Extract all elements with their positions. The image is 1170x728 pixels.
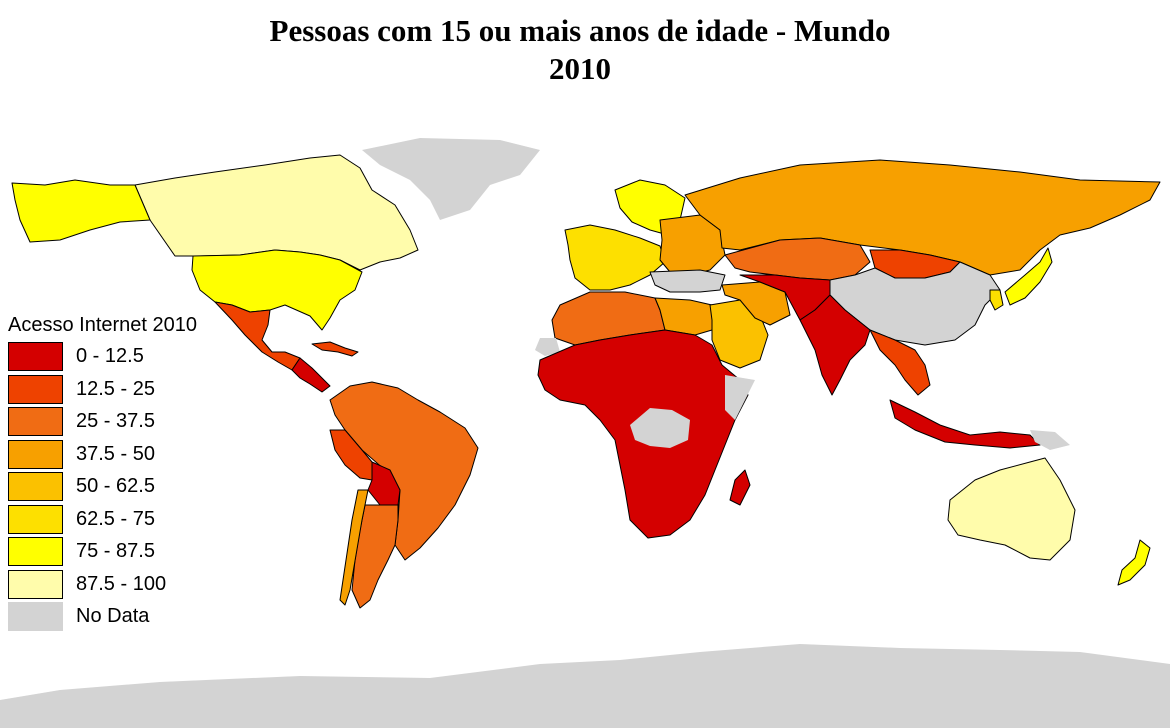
legend-label: 12.5 - 25 — [76, 377, 155, 400]
region-south-america-north — [329, 381, 479, 561]
legend-label: 25 - 37.5 — [76, 410, 155, 432]
legend-item: No Data — [8, 602, 238, 635]
region-mexico — [214, 301, 301, 371]
legend-label: No Data — [76, 605, 150, 627]
region-japan — [1004, 247, 1053, 306]
legend-item: 12.5 - 25 — [8, 374, 238, 408]
legend-swatch — [8, 472, 63, 501]
map-title-line2: 2010 — [549, 51, 611, 86]
legend-swatch — [8, 537, 63, 566]
region-western-europe — [564, 224, 666, 291]
region-alaska — [11, 179, 151, 243]
legend-item: 25 - 37.5 — [8, 407, 238, 440]
legend-swatch — [8, 374, 63, 404]
region-central-america — [291, 357, 331, 393]
legend-label: 87.5 - 100 — [76, 572, 167, 595]
region-chile — [339, 489, 369, 606]
region-australia — [947, 457, 1076, 561]
map-title-line1: Pessoas com 15 ou mais anos de idade - M… — [269, 13, 891, 48]
legend-item: 0 - 12.5 — [8, 342, 238, 375]
legend-label: 0 - 12.5 — [76, 345, 144, 367]
region-western-sahara — [535, 338, 560, 356]
region-caribbean — [311, 341, 359, 357]
region-southeast-asia — [869, 329, 931, 396]
region-somalia — [725, 375, 755, 420]
legend-label: 37.5 - 50 — [76, 442, 155, 465]
region-india — [799, 294, 871, 396]
legend-item: 50 - 62.5 — [8, 472, 238, 505]
legend-swatch — [8, 602, 63, 631]
legend-item: 37.5 - 50 — [8, 439, 238, 473]
region-new-zealand — [1117, 539, 1151, 586]
legend-item: 75 - 87.5 — [8, 537, 238, 570]
region-indonesia — [889, 399, 1041, 449]
legend-swatch — [8, 439, 63, 469]
legend-title: Acesso Internet 2010 — [8, 314, 198, 336]
region-libya-egypt — [654, 297, 713, 336]
region-madagascar — [729, 469, 751, 506]
region-greenland — [362, 138, 540, 220]
legend: Acesso Internet 2010 0 - 12.5 12.5 - 25 … — [8, 312, 238, 635]
legend-label: 75 - 87.5 — [76, 540, 155, 562]
legend-item: 62.5 - 75 — [8, 504, 238, 538]
legend-item: 87.5 - 100 — [8, 569, 238, 603]
region-turkey — [649, 269, 726, 293]
region-central-africa — [630, 408, 690, 448]
legend-label: 50 - 62.5 — [76, 475, 155, 497]
legend-swatch — [8, 504, 63, 534]
region-russia — [684, 159, 1161, 276]
legend-swatch — [8, 569, 63, 599]
legend-swatch — [8, 407, 63, 436]
legend-label: 62.5 - 75 — [76, 507, 155, 530]
legend-swatch — [8, 342, 63, 371]
map-title: Pessoas com 15 ou mais anos de idade - M… — [0, 12, 1160, 88]
region-papua-new-guinea — [1030, 430, 1070, 450]
region-korea — [989, 289, 1004, 311]
region-antarctica — [0, 644, 1170, 728]
